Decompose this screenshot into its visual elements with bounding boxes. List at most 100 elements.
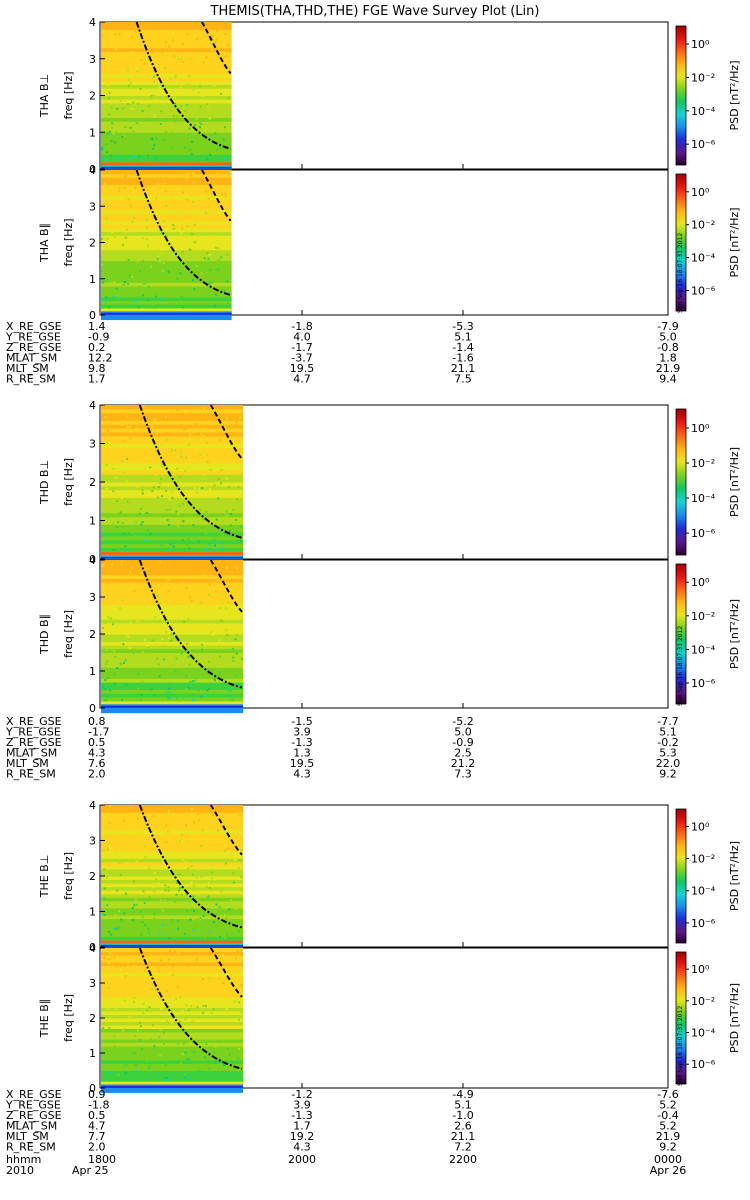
spectrogram-speck xyxy=(131,220,134,223)
spectrogram-speck xyxy=(133,218,136,221)
spectrogram-speck xyxy=(182,61,185,64)
spectrogram-speck xyxy=(109,1071,112,1074)
spectrogram-speck xyxy=(143,969,146,972)
spectrogram-speck xyxy=(114,853,117,856)
spectrogram-speck xyxy=(146,299,149,302)
spectrogram-speck xyxy=(238,866,241,869)
year-label: 2010 xyxy=(6,1164,34,1177)
spectrogram-speck xyxy=(121,105,124,108)
spectrogram-speck xyxy=(188,454,191,457)
spectrogram-speck xyxy=(128,206,131,209)
spectrogram-speck xyxy=(139,572,142,575)
spectrogram-speck xyxy=(143,898,146,901)
spectrogram-speck xyxy=(206,503,209,506)
low-freq-band xyxy=(101,940,243,946)
spectrogram-speck xyxy=(165,989,168,992)
spectrogram-speck xyxy=(222,534,225,537)
spectrogram-row xyxy=(101,925,243,930)
spectrogram-speck xyxy=(122,283,125,286)
spectrogram-speck xyxy=(188,547,191,550)
spectrogram-speck xyxy=(231,698,234,701)
gyro-line-dashed xyxy=(209,404,243,460)
spectrogram-speck xyxy=(214,910,217,913)
spectrogram-speck xyxy=(118,861,121,864)
spectrogram-speck xyxy=(173,62,176,65)
spectrogram-row xyxy=(101,1060,243,1064)
spectrogram-speck xyxy=(209,990,212,993)
spectrogram-row xyxy=(101,478,243,483)
spectrogram-row xyxy=(101,84,232,89)
spectrogram-speck xyxy=(141,1075,144,1078)
spectrogram-speck xyxy=(106,848,109,851)
spectrogram-speck xyxy=(118,33,121,36)
spectrogram-speck xyxy=(226,172,229,175)
spectrogram-speck xyxy=(235,991,238,994)
ephemeris-value: 9.2 xyxy=(659,768,677,781)
spectrogram-speck xyxy=(177,1042,180,1045)
spectrogram-speck xyxy=(238,1047,241,1050)
probe-label: THE B∥ xyxy=(38,999,51,1038)
spectrogram-speck xyxy=(154,157,157,160)
spectrogram-speck xyxy=(123,467,126,470)
spectrogram-speck xyxy=(119,965,122,968)
spectrogram-speck xyxy=(181,858,184,861)
ephemeris-value: -1.2 xyxy=(291,1088,312,1101)
ephemeris-value: 5.1 xyxy=(454,331,472,344)
spectrogram-speck xyxy=(178,889,181,892)
spectrogram-speck xyxy=(235,870,238,873)
ephemeris-label: Z_RE_GSE xyxy=(6,736,62,749)
spectrogram-speck xyxy=(148,813,151,816)
spectrogram-speck xyxy=(223,818,226,821)
spectrogram-speck xyxy=(142,405,145,408)
spectrogram-speck xyxy=(132,257,135,260)
spectrogram-speck xyxy=(165,204,168,207)
spectrogram-speck xyxy=(132,130,135,133)
spectrogram-speck xyxy=(177,952,180,955)
spectrogram-speck xyxy=(200,643,203,646)
spectrogram-speck xyxy=(116,526,119,529)
spectrogram-speck xyxy=(160,248,163,251)
spectrogram-speck xyxy=(108,626,111,629)
spectrogram-speck xyxy=(107,998,110,1001)
spectrogram-speck xyxy=(165,208,168,211)
spectrogram-speck xyxy=(215,518,218,521)
spectrogram-speck xyxy=(195,491,198,494)
spectrogram-speck xyxy=(198,57,201,60)
spectrogram-speck xyxy=(135,277,138,280)
spectrogram-speck xyxy=(175,697,178,700)
ephemeris-value: 4.7 xyxy=(88,1120,106,1133)
spectrogram-row xyxy=(101,819,243,824)
spectrogram-speck xyxy=(144,185,147,188)
spectrogram-speck xyxy=(163,66,166,69)
spectrogram-speck xyxy=(167,696,170,699)
spectrogram-speck xyxy=(105,217,108,220)
spectrogram-speck xyxy=(232,881,235,884)
spectrogram-speck xyxy=(112,453,115,456)
spectrogram-speck xyxy=(119,119,122,122)
spectrogram-speck xyxy=(159,899,162,902)
spectrogram-speck xyxy=(225,607,228,610)
spectrogram-speck xyxy=(230,512,233,515)
spectrogram-row xyxy=(101,659,243,665)
spectrogram-speck xyxy=(226,847,229,850)
spectrogram-row xyxy=(101,1042,243,1047)
spectrogram-speck xyxy=(150,688,153,691)
spectrogram-speck xyxy=(154,275,157,278)
spectrogram-speck xyxy=(213,484,216,487)
spectrogram-speck xyxy=(186,32,189,35)
ephemeris-value: 21.1 xyxy=(451,362,476,375)
spectrogram-speck xyxy=(137,103,140,106)
spectrogram-speck xyxy=(160,599,163,602)
spectrogram-speck xyxy=(189,433,192,436)
spectrogram-speck xyxy=(197,851,200,854)
ephemeris-value: -7.7 xyxy=(657,715,678,728)
spectrogram-speck xyxy=(115,131,118,134)
spectrogram-speck xyxy=(188,466,191,469)
spectrogram-speck xyxy=(225,510,228,513)
spectrogram-speck xyxy=(200,58,203,61)
spectrogram-speck xyxy=(171,965,174,968)
spectrogram-speck xyxy=(172,96,175,99)
spectrogram-speck xyxy=(143,845,146,848)
spectrogram-speck xyxy=(145,1060,148,1063)
spectrogram-row xyxy=(101,1053,243,1057)
